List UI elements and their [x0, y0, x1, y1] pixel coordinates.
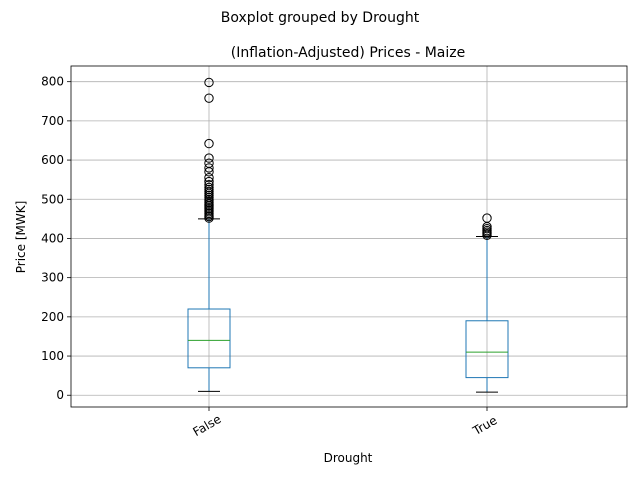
y-axis-ticks: 0 100 200 300 400 500 600 700 800	[41, 75, 71, 402]
y-tick-label: 700	[41, 114, 64, 128]
outlier-point	[204, 93, 214, 103]
box-false	[187, 77, 231, 392]
y-tick-label: 800	[41, 75, 64, 89]
y-axis-label: Price [MWK]	[14, 201, 28, 274]
x-tick-label: False	[190, 412, 223, 439]
x-axis-label: Drought	[324, 451, 373, 465]
y-tick-label: 0	[56, 388, 64, 402]
outlier-point	[204, 153, 214, 163]
outlier-point	[482, 213, 492, 223]
outlier-point	[204, 158, 214, 168]
plot-frame	[70, 65, 628, 408]
x-axis-ticks: False True	[190, 407, 500, 439]
iqr-box	[187, 308, 231, 369]
outlier-point	[204, 163, 214, 173]
y-tick-label: 400	[41, 231, 64, 245]
outlier-point	[204, 77, 214, 88]
outlier-point	[204, 176, 214, 187]
y-tick-label: 300	[41, 271, 64, 285]
chart-title: (Inflation-Adjusted) Prices - Maize	[231, 45, 466, 61]
y-tick-label: 600	[41, 153, 64, 167]
y-tick-label: 200	[41, 310, 64, 324]
y-tick-label: 500	[41, 192, 64, 206]
chart-suptitle: Boxplot grouped by Drought	[221, 10, 420, 26]
iqr-box	[465, 320, 509, 379]
box-true	[465, 213, 509, 393]
outlier-point	[204, 138, 214, 149]
outlier-point	[204, 173, 214, 183]
grid	[71, 66, 627, 407]
outlier-point	[204, 182, 214, 193]
outlier-point	[204, 180, 214, 190]
y-tick-label: 100	[41, 349, 64, 363]
boxes	[187, 77, 509, 393]
x-tick-label: True	[470, 413, 500, 438]
